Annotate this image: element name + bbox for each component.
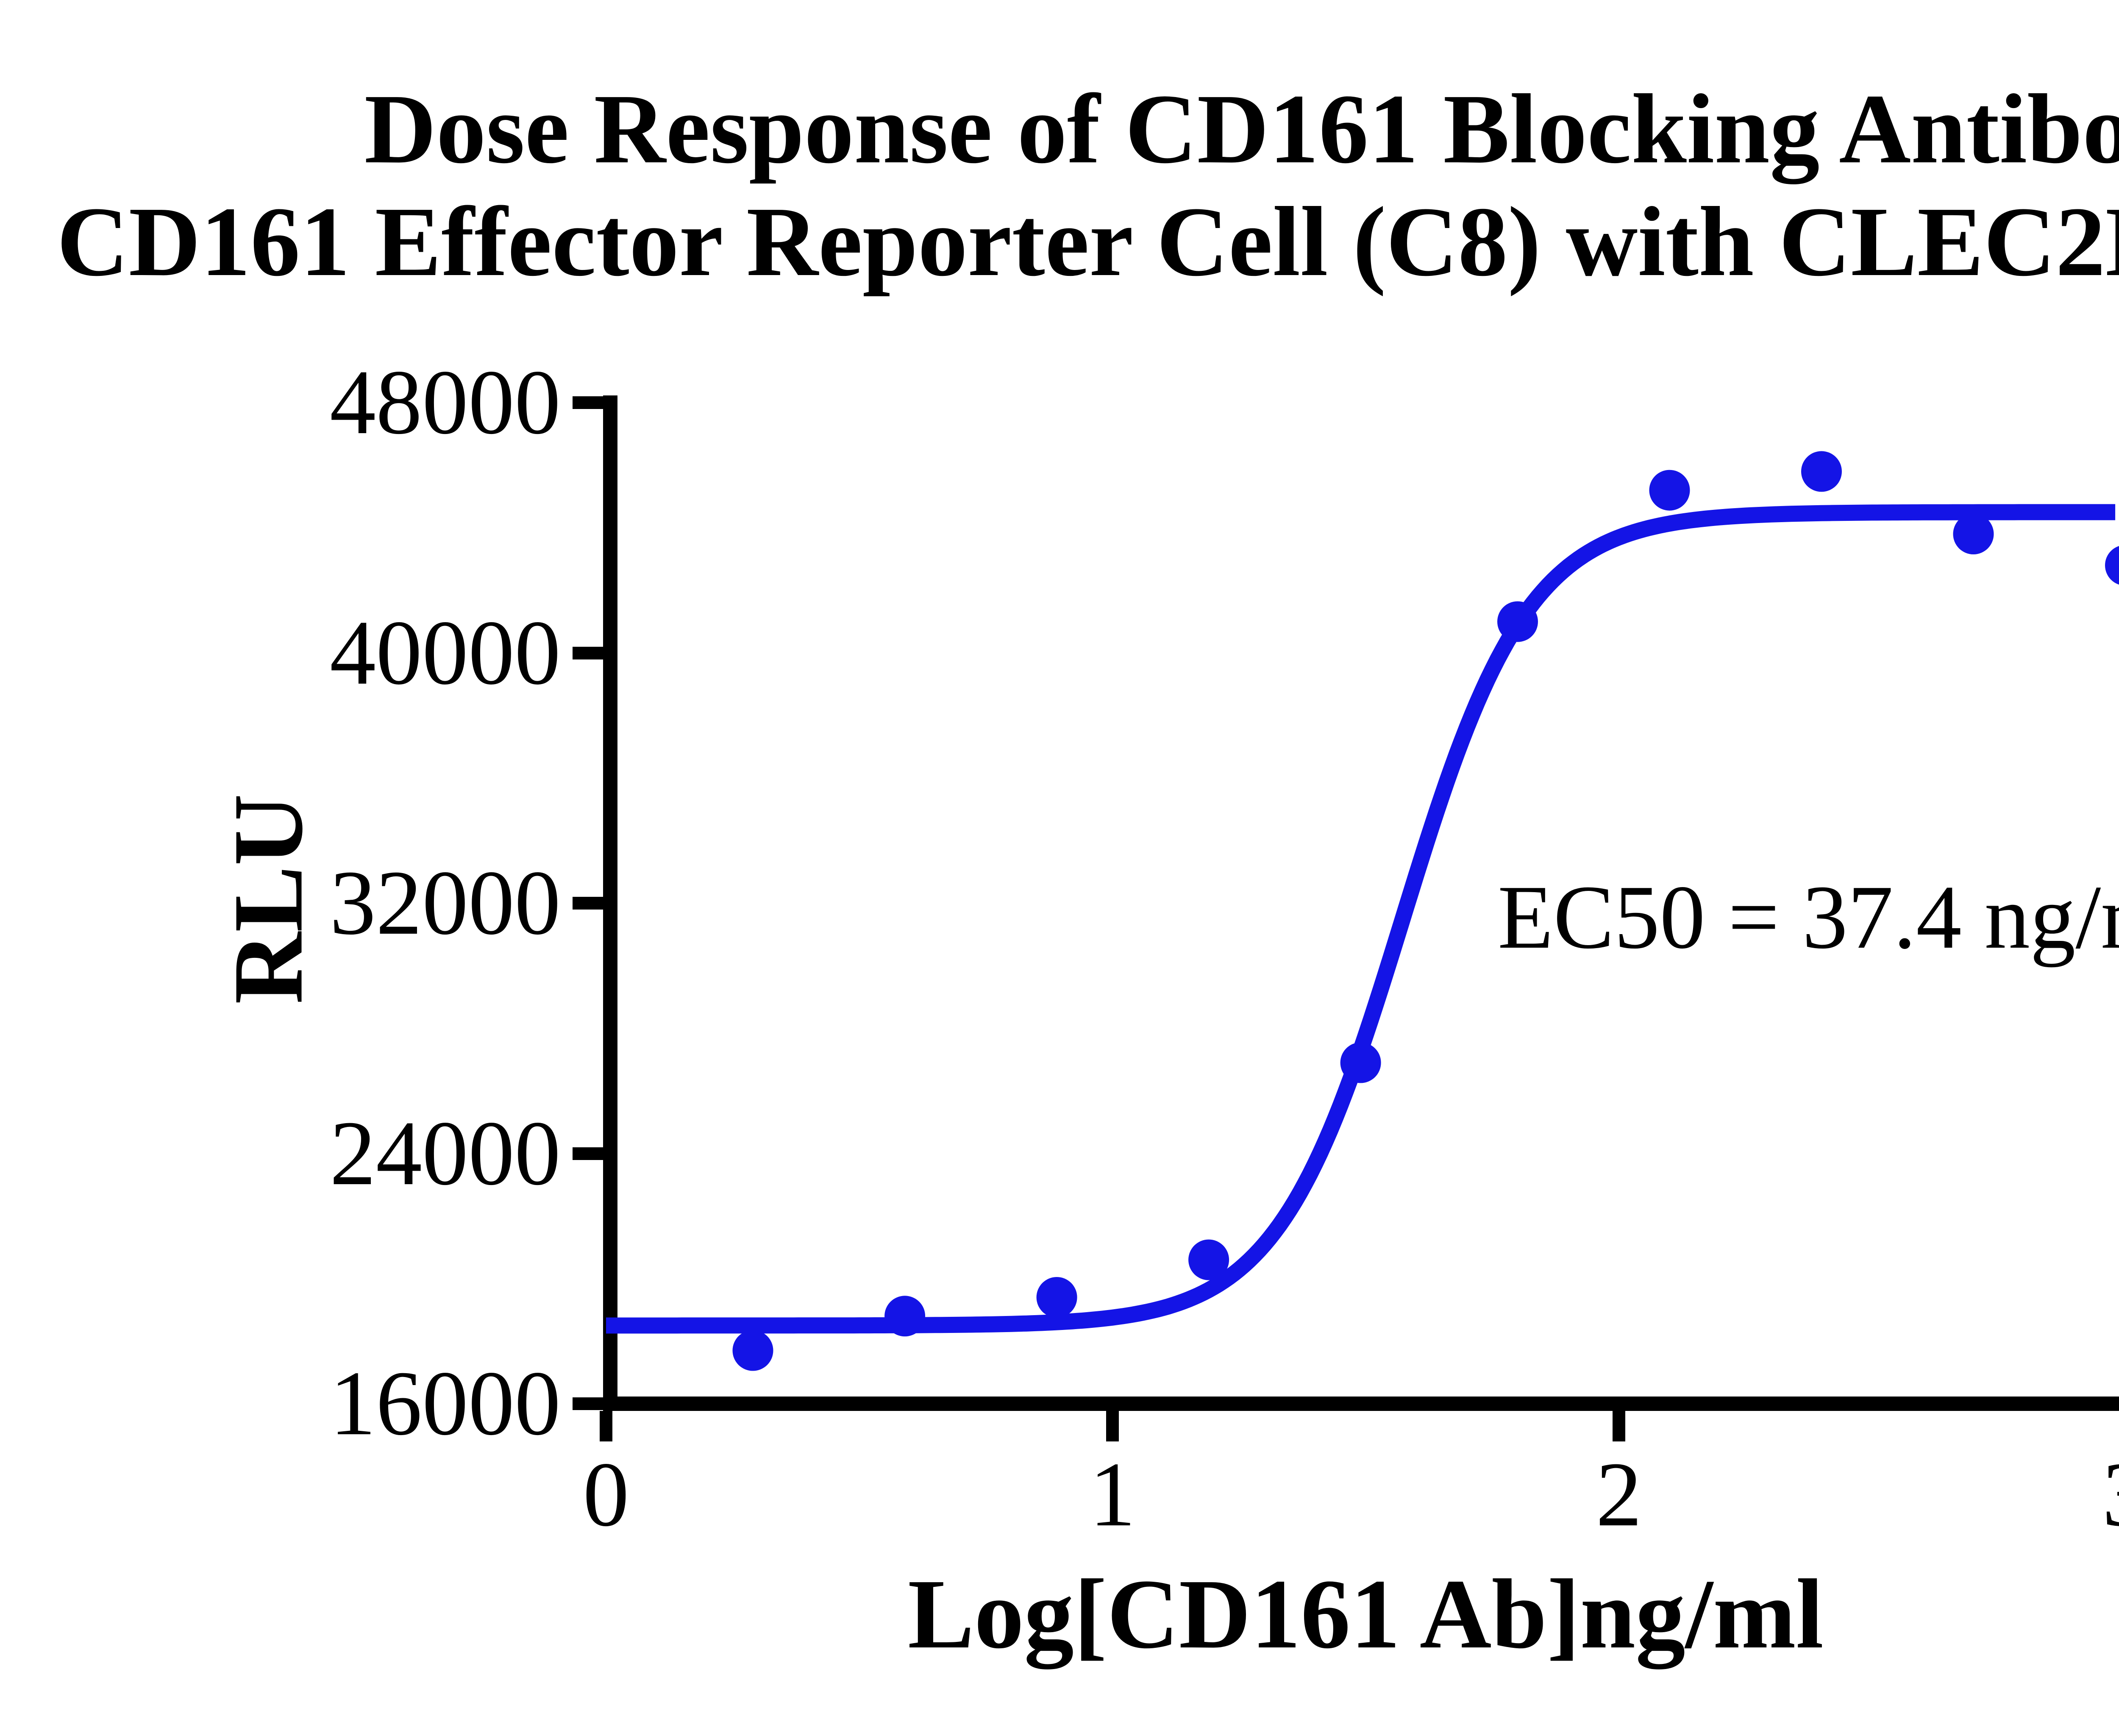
- data-point: [1036, 1277, 1077, 1318]
- data-point: [884, 1296, 926, 1337]
- y-tick-label: 40000: [330, 601, 561, 704]
- ec50-annotation: EC50 = 37.4 ng/ml: [1498, 866, 2119, 968]
- y-tick: [573, 1397, 603, 1410]
- data-points: [732, 451, 2119, 1371]
- chart-title: Dose Response of CD161 Blocking Antibody…: [0, 72, 2119, 298]
- data-point: [1801, 451, 1842, 492]
- data-point: [2105, 546, 2119, 585]
- y-tick-label: 24000: [330, 1102, 561, 1205]
- x-tick: [1613, 1411, 1625, 1441]
- y-tick: [573, 1147, 603, 1160]
- x-tick-label: 3: [1998, 1444, 2119, 1546]
- chart-title-line1: Dose Response of CD161 Blocking Antibody…: [364, 74, 2119, 184]
- y-tick-label: 48000: [330, 351, 561, 453]
- data-point: [1188, 1239, 1229, 1280]
- y-axis-line: [603, 395, 617, 1411]
- data-point: [1340, 1042, 1381, 1083]
- data-point: [732, 1330, 773, 1371]
- x-tick: [600, 1411, 612, 1441]
- y-tick-label: 16000: [330, 1352, 561, 1455]
- x-tick-label: 0: [583, 1444, 629, 1546]
- data-point: [1953, 514, 1994, 554]
- data-point: [1649, 470, 1690, 511]
- x-axis-title: Log[CD161 Ab]ng/ml: [908, 1559, 1824, 1669]
- x-axis-line: [603, 1397, 2119, 1411]
- chart-title-line2: CD161 Effector Reporter Cell (C8) with C…: [56, 186, 2119, 297]
- x-tick-label: 2: [1596, 1444, 1642, 1546]
- y-tick-label: 32000: [330, 852, 561, 954]
- y-tick: [573, 396, 603, 409]
- x-tick: [1106, 1411, 1119, 1441]
- data-point: [1497, 601, 1538, 642]
- x-tick-label: 1: [1089, 1444, 1136, 1546]
- fit-curve-line: [606, 504, 2116, 1334]
- y-tick: [573, 897, 603, 910]
- y-tick: [573, 646, 603, 659]
